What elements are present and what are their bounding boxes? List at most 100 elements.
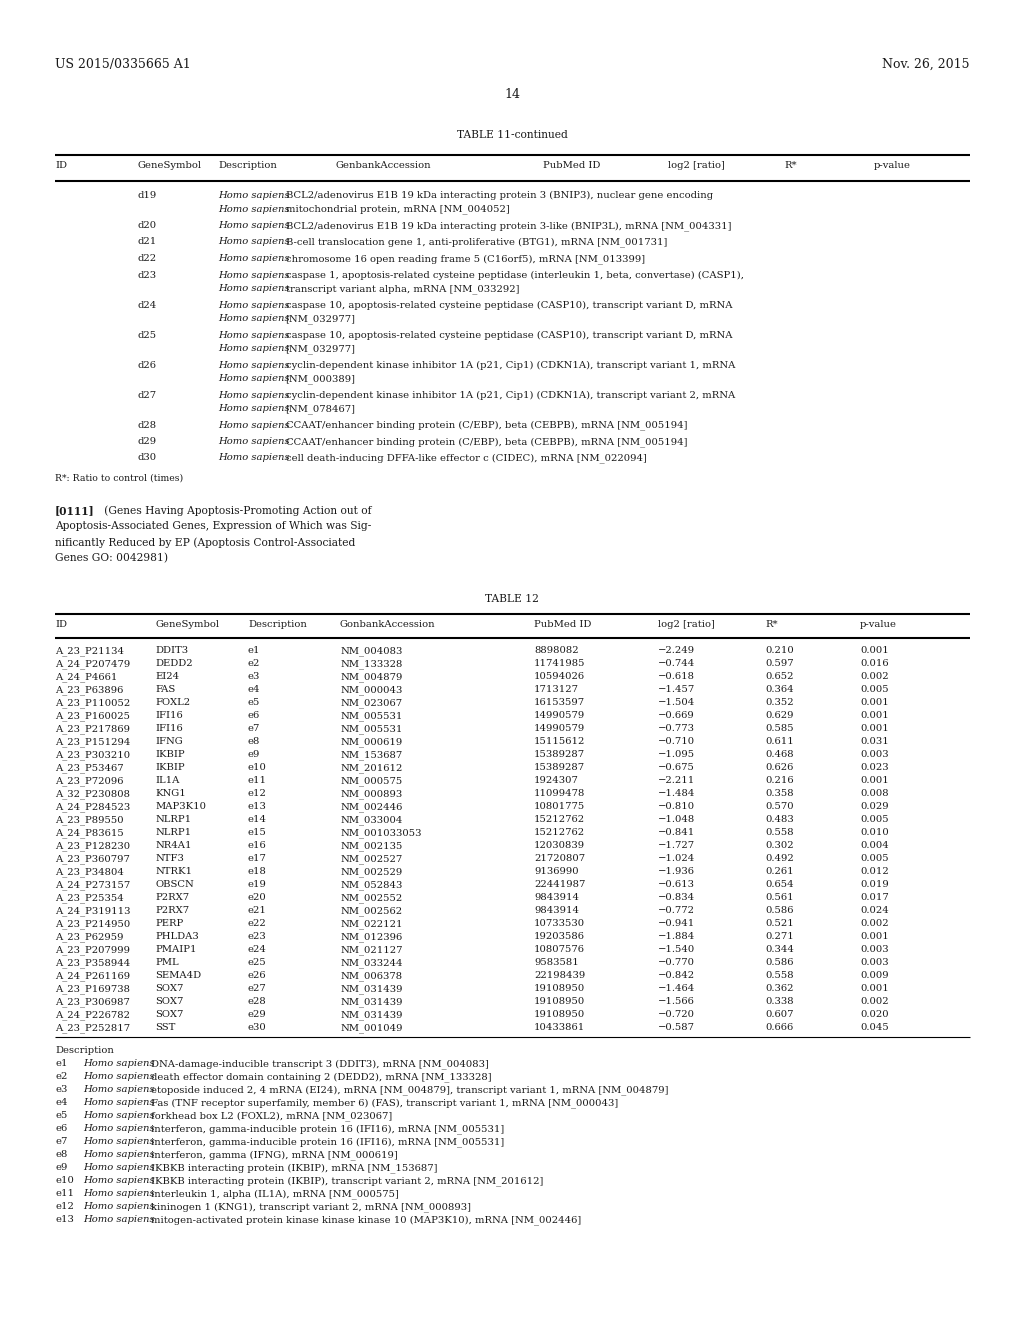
Text: e1: e1 [55,1059,68,1068]
Text: e1: e1 [248,645,260,655]
Text: 0.561: 0.561 [765,894,794,902]
Text: P2RX7: P2RX7 [155,894,189,902]
Text: −0.587: −0.587 [658,1023,695,1032]
Text: IKBIP: IKBIP [155,750,184,759]
Text: −1.457: −1.457 [658,685,695,694]
Text: 15115612: 15115612 [534,737,586,746]
Text: A_23_P89550: A_23_P89550 [55,814,124,825]
Text: d24: d24 [138,301,158,309]
Text: 9843914: 9843914 [534,894,579,902]
Text: NR4A1: NR4A1 [155,841,191,850]
Text: A_23_P169738: A_23_P169738 [55,983,130,994]
Text: −0.720: −0.720 [658,1010,695,1019]
Text: Homo sapiens: Homo sapiens [218,238,293,247]
Text: 10594026: 10594026 [534,672,585,681]
Text: A_24_P273157: A_24_P273157 [55,880,130,890]
Text: NM_002552: NM_002552 [340,894,402,903]
Text: NM_005531: NM_005531 [340,711,402,721]
Text: NM_021127: NM_021127 [340,945,402,954]
Text: etoposide induced 2, 4 mRNA (EI24), mRNA [NM_004879], transcript variant 1, mRNA: etoposide induced 2, 4 mRNA (EI24), mRNA… [151,1085,668,1094]
Text: 1713127: 1713127 [534,685,579,694]
Text: A_24_P4661: A_24_P4661 [55,672,118,681]
Text: 0.010: 0.010 [860,828,889,837]
Text: A_23_P303210: A_23_P303210 [55,750,130,760]
Text: e27: e27 [248,983,266,993]
Text: 0.210: 0.210 [765,645,794,655]
Text: d21: d21 [138,238,158,247]
Text: SOX7: SOX7 [155,997,183,1006]
Text: A_24_P207479: A_24_P207479 [55,659,130,669]
Text: d19: d19 [138,191,158,201]
Text: interleukin 1, alpha (IL1A), mRNA [NM_000575]: interleukin 1, alpha (IL1A), mRNA [NM_00… [151,1189,398,1199]
Text: e6: e6 [55,1125,68,1133]
Text: Homo sapiens: Homo sapiens [83,1214,158,1224]
Text: 0.016: 0.016 [860,659,889,668]
Text: OBSCN: OBSCN [155,880,194,888]
Text: 11741985: 11741985 [534,659,586,668]
Text: 0.362: 0.362 [765,983,794,993]
Text: ID: ID [55,161,67,170]
Text: PML: PML [155,958,178,968]
Text: NM_031439: NM_031439 [340,1010,402,1019]
Text: EI24: EI24 [155,672,179,681]
Text: [NM_032977]: [NM_032977] [286,314,355,323]
Text: log2 [ratio]: log2 [ratio] [668,161,725,170]
Text: 0.005: 0.005 [860,685,889,694]
Text: Homo sapiens: Homo sapiens [218,205,293,214]
Text: caspase 10, apoptosis-related cysteine peptidase (CASP10), transcript variant D,: caspase 10, apoptosis-related cysteine p… [286,330,732,339]
Text: mitogen-activated protein kinase kinase kinase 10 (MAP3K10), mRNA [NM_002446]: mitogen-activated protein kinase kinase … [151,1214,581,1225]
Text: 0.611: 0.611 [765,737,794,746]
Text: NM_002562: NM_002562 [340,906,402,916]
Text: PHLDA3: PHLDA3 [155,932,199,941]
Text: Genes GO: 0042981): Genes GO: 0042981) [55,553,168,564]
Text: DEDD2: DEDD2 [155,659,193,668]
Text: Homo sapiens: Homo sapiens [218,345,293,352]
Text: A_24_P284523: A_24_P284523 [55,803,130,812]
Text: e3: e3 [248,672,260,681]
Text: R*: R* [765,620,777,630]
Text: e4: e4 [248,685,260,694]
Text: e26: e26 [248,972,266,979]
Text: Homo sapiens: Homo sapiens [83,1059,158,1068]
Text: −1.464: −1.464 [658,983,695,993]
Text: e13: e13 [55,1214,74,1224]
Text: A_23_P358944: A_23_P358944 [55,958,130,968]
Text: 22198439: 22198439 [534,972,586,979]
Text: 0.001: 0.001 [860,711,889,719]
Text: d28: d28 [138,421,157,429]
Text: 0.001: 0.001 [860,698,889,708]
Text: −0.669: −0.669 [658,711,694,719]
Text: cyclin-dependent kinase inhibitor 1A (p21, Cip1) (CDKN1A), transcript variant 2,: cyclin-dependent kinase inhibitor 1A (p2… [286,391,735,400]
Text: Homo sapiens: Homo sapiens [218,454,293,462]
Text: NM_000575: NM_000575 [340,776,402,785]
Text: NM_001033053: NM_001033053 [340,828,422,838]
Text: A_23_P62959: A_23_P62959 [55,932,124,941]
Text: Homo sapiens: Homo sapiens [83,1176,158,1185]
Text: 0.338: 0.338 [765,997,794,1006]
Text: 0.012: 0.012 [860,867,889,876]
Text: A_23_P217869: A_23_P217869 [55,723,130,734]
Text: NM_201612: NM_201612 [340,763,402,772]
Text: 0.031: 0.031 [860,737,889,746]
Text: e29: e29 [248,1010,266,1019]
Text: 0.302: 0.302 [765,841,794,850]
Text: e12: e12 [248,789,267,799]
Text: Homo sapiens: Homo sapiens [218,421,293,429]
Text: 0.629: 0.629 [765,711,794,719]
Text: 14990579: 14990579 [534,711,586,719]
Text: 0.483: 0.483 [765,814,794,824]
Text: 9843914: 9843914 [534,906,579,915]
Text: e24: e24 [248,945,267,954]
Text: e11: e11 [248,776,267,785]
Text: [0111]: [0111] [55,506,95,516]
Text: Homo sapiens: Homo sapiens [218,314,293,323]
Text: e18: e18 [248,867,267,876]
Text: NM_002529: NM_002529 [340,867,402,876]
Text: 0.001: 0.001 [860,983,889,993]
Text: cell death-inducing DFFA-like effector c (CIDEC), mRNA [NM_022094]: cell death-inducing DFFA-like effector c… [286,454,646,463]
Text: −0.770: −0.770 [658,958,695,968]
Text: 0.003: 0.003 [860,958,889,968]
Text: e20: e20 [248,894,266,902]
Text: e10: e10 [248,763,267,772]
Text: GenbankAccession: GenbankAccession [335,161,431,170]
